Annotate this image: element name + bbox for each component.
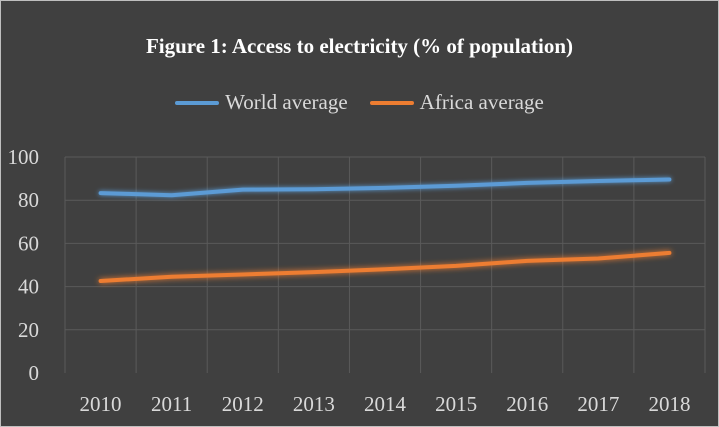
y-axis-labels: 0 20 40 60 80 100 — [8, 145, 40, 385]
x-tick-label-2015: 2015 — [435, 392, 477, 416]
legend-label-africa: Africa average — [419, 90, 544, 114]
y-tick-label-20: 20 — [18, 318, 39, 342]
gridlines — [64, 156, 706, 373]
y-tick-label-40: 40 — [18, 275, 39, 299]
x-tick-label-2018: 2018 — [648, 392, 690, 416]
legend-swatch-world — [175, 100, 220, 105]
legend-entry-africa: Africa average — [369, 90, 544, 115]
y-tick-label-0: 0 — [29, 361, 40, 385]
chart-legend: World average Africa average — [1, 90, 718, 115]
x-tick-label-2012: 2012 — [222, 392, 264, 416]
y-tick-label-100: 100 — [8, 145, 40, 169]
series-line-world-average — [98, 177, 672, 198]
legend-swatch-africa — [369, 100, 414, 105]
y-tick-label-80: 80 — [18, 188, 39, 212]
legend-label-world: World average — [225, 90, 348, 114]
x-tick-label-2016: 2016 — [506, 392, 548, 416]
x-tick-label-2011: 2011 — [151, 392, 192, 416]
series-lines — [98, 177, 672, 283]
x-tick-label-2017: 2017 — [577, 392, 619, 416]
x-axis-labels: 2010 2011 2012 2013 2014 2015 2016 2017 2018 — [80, 392, 691, 416]
legend-entry-world: World average — [175, 90, 348, 115]
y-tick-label-60: 60 — [18, 231, 39, 255]
x-tick-label-2010: 2010 — [80, 392, 122, 416]
x-tick-label-2013: 2013 — [293, 392, 335, 416]
chart-title: Figure 1: Access to electricity (% of po… — [145, 34, 574, 58]
x-tick-label-2014: 2014 — [364, 392, 407, 416]
series-line-africa-average — [98, 250, 672, 283]
